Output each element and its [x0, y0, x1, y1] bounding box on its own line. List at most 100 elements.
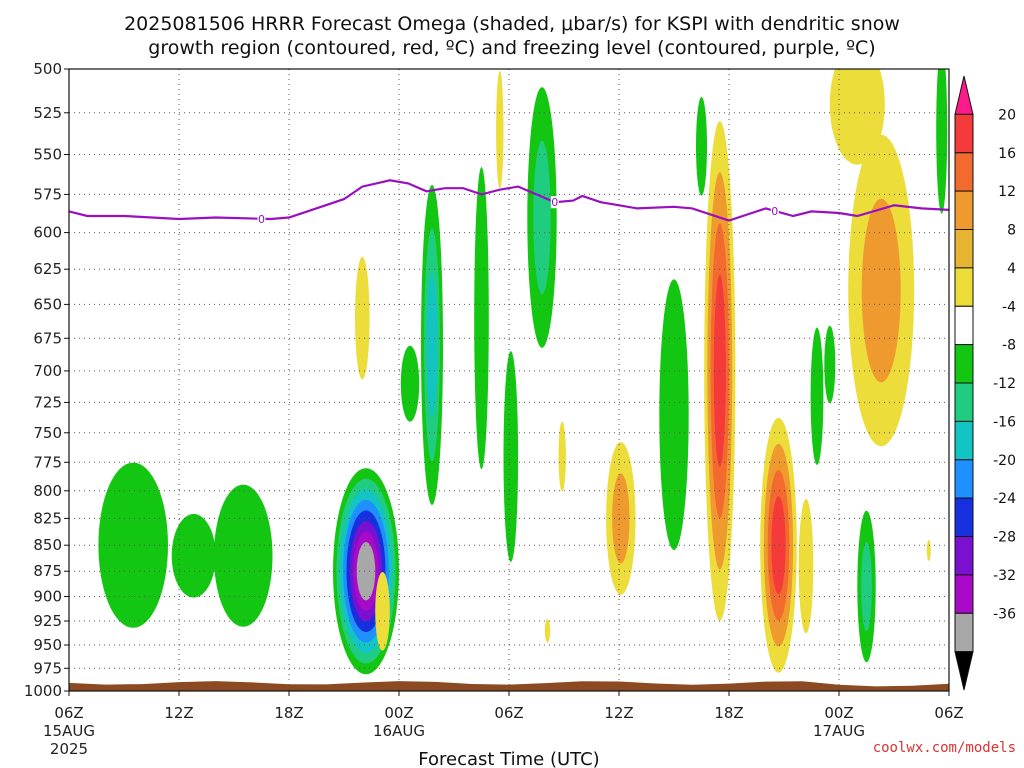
freezing-level-label-bg: [770, 204, 779, 217]
omega-feature: [503, 351, 519, 562]
colorbar-label: 12: [998, 184, 1016, 200]
x-tick-date: 17AUG: [813, 722, 865, 740]
omega-contour: [771, 496, 786, 595]
omega-contour: [375, 572, 390, 651]
colorbar-swatch: [954, 344, 974, 384]
x-tick-label: 06Z: [494, 704, 523, 722]
grid-lines: [69, 69, 949, 691]
omega-contour: [558, 421, 566, 492]
y-tick-label: 500: [33, 60, 62, 78]
colorbar-label: -28: [993, 530, 1016, 546]
omega-feature: [171, 513, 216, 598]
x-axis-label: Forecast Time (UTC): [418, 749, 599, 768]
colorbar-label: -8: [1002, 338, 1016, 354]
colorbar-swatch: [954, 267, 974, 307]
chart-title-line1: 2025081506 HRRR Forecast Omega (shaded, …: [124, 13, 900, 35]
omega-feature: [375, 572, 390, 651]
omega-feature: [926, 539, 931, 561]
freezing-level-label-bg: [257, 212, 266, 225]
omega-feature: [824, 325, 836, 404]
x-tick-label: 18Z: [274, 704, 303, 722]
omega-feature: [606, 442, 636, 595]
omega-contour: [936, 69, 948, 214]
omega-feature: [829, 69, 885, 165]
colorbar-swatch: [954, 574, 974, 614]
omega-contour: [503, 351, 519, 562]
colorbar-swatch: [954, 420, 974, 461]
y-tick-label: 975: [33, 659, 62, 677]
colorbar-label: 16: [998, 146, 1016, 162]
omega-contour: [926, 539, 931, 561]
omega-feature: [496, 70, 504, 189]
omega-contour: [612, 473, 630, 564]
y-tick-label: 650: [33, 295, 62, 313]
ground-surface: [69, 681, 949, 691]
y-tick-label: 825: [33, 509, 62, 527]
freezing-level-contour: 0 0 0: [69, 179, 949, 226]
y-tick-label: 950: [33, 636, 62, 654]
colorbar-swatch: [954, 382, 974, 422]
omega-feature: [527, 87, 557, 348]
omega-contour: [98, 462, 168, 628]
plot-area: 0 0 0: [69, 69, 949, 691]
omega-feature: [848, 134, 915, 447]
colorbar-label: -24: [993, 491, 1016, 507]
colorbar-swatch: [954, 459, 974, 499]
colorbar-swatch: [954, 229, 974, 269]
omega-feature: [474, 167, 489, 470]
y-tick-label: 925: [33, 612, 62, 630]
omega-contour: [544, 619, 551, 643]
omega-contour: [798, 498, 814, 634]
colorbar-swatch: [954, 152, 974, 192]
colorbar-bottom-arrow: [954, 651, 974, 691]
y-tick-label: 775: [33, 453, 62, 471]
colorbar-label: -4: [1002, 299, 1016, 315]
x-tick-label: 12Z: [164, 704, 193, 722]
omega-feature: [857, 510, 876, 663]
omega-feature: [213, 484, 273, 627]
freezing-level-label: 0: [551, 196, 558, 209]
y-tick-label: 600: [33, 224, 62, 242]
y-tick-label: 550: [33, 146, 62, 164]
y-tick-label: 850: [33, 536, 62, 554]
ground-strip: [69, 681, 949, 691]
y-tick-label: 750: [33, 424, 62, 442]
colorbar-swatch: [954, 612, 974, 653]
omega-feature: [355, 256, 370, 380]
omega-feature: [798, 498, 814, 634]
y-tick-label: 900: [33, 588, 62, 606]
colorbar-label: 4: [1007, 261, 1016, 277]
freezing-level-label: 0: [258, 213, 265, 226]
x-tick-year: 2025: [50, 740, 88, 758]
colorbar-label: -20: [993, 453, 1016, 469]
y-tick-label: 725: [33, 393, 62, 411]
y-tick-label: 700: [33, 362, 62, 380]
colorbar-swatch: [954, 536, 974, 576]
colorbar-swatch: [954, 190, 974, 231]
freezing-level-line: [69, 179, 949, 222]
colorbar-label: -16: [993, 414, 1016, 430]
colorbar: 20 16 12 8 4 -4 -8 -12 -16 -20 -24 -28 -32 -36: [954, 75, 1016, 691]
y-tick-label: 625: [33, 260, 62, 278]
omega-contour: [810, 327, 824, 465]
chart-title-line2: growth region (contoured, red, ºC) and f…: [148, 37, 875, 59]
x-tick-date: 15AUG: [43, 722, 95, 740]
omega-contour: [171, 513, 216, 598]
x-tick-label: 06Z: [934, 704, 963, 722]
colorbar-label: 20: [998, 107, 1016, 123]
omega-contour: [474, 167, 489, 470]
x-tick-label: 00Z: [384, 704, 413, 722]
omega-contour: [861, 198, 901, 383]
omega-contour: [356, 542, 376, 601]
credit-link[interactable]: coolwx.com/models: [873, 740, 1016, 756]
omega-feature: [558, 421, 566, 492]
omega-contour: [400, 345, 420, 422]
omega-contour: [533, 140, 551, 295]
omega-feature: [760, 417, 797, 673]
y-tick-label: 875: [33, 562, 62, 580]
freezing-level-label-bg: [550, 196, 559, 209]
y-tick-label: 1000: [24, 682, 62, 700]
x-tick-label: 12Z: [604, 704, 633, 722]
